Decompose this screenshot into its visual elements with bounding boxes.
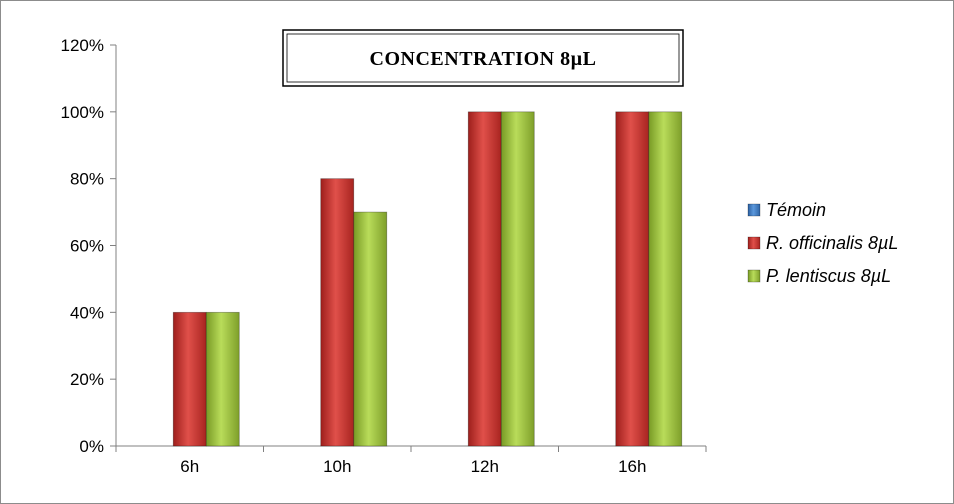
x-tick-label: 16h: [618, 457, 646, 476]
bar: [648, 111, 683, 447]
bar: [205, 311, 240, 447]
legend-label: P. lentiscus 8µL: [766, 266, 891, 286]
y-tick-label: 0%: [79, 437, 104, 456]
x-tick-label: 10h: [323, 457, 351, 476]
bar: [500, 111, 535, 447]
title-box-inner: [286, 33, 680, 83]
bar: [615, 111, 650, 447]
y-tick-label: 80%: [70, 170, 104, 189]
x-tick-label: 6h: [180, 457, 199, 476]
legend-label: R. officinalis 8µL: [766, 233, 898, 253]
y-tick-label: 40%: [70, 303, 104, 322]
legend-label: Témoin: [766, 200, 826, 220]
chart-title: CONCENTRATION 8µL: [370, 48, 597, 70]
chart-title-box: CONCENTRATION 8µL: [282, 29, 684, 87]
x-ticks: 6h 10h 12h 16h: [115, 446, 707, 476]
title-box-border: [282, 29, 684, 87]
legend-swatch: [747, 203, 761, 217]
bar: [467, 111, 502, 447]
legend: Témoin R. officinalis 8µL P. lentiscus 8µL: [747, 200, 898, 286]
y-ticks: 0% 20% 40% 60% 80% 100% 120%: [61, 36, 116, 456]
legend-swatch: [747, 269, 761, 283]
bar: [353, 211, 388, 447]
legend-swatch: [747, 236, 761, 250]
bars: [172, 111, 683, 447]
y-tick-label: 20%: [70, 370, 104, 389]
x-tick-label: 12h: [471, 457, 499, 476]
y-tick-label: 60%: [70, 237, 104, 256]
y-tick-label: 120%: [61, 36, 104, 55]
bar: [172, 311, 207, 447]
bar: [320, 178, 355, 447]
y-tick-label: 100%: [61, 103, 104, 122]
